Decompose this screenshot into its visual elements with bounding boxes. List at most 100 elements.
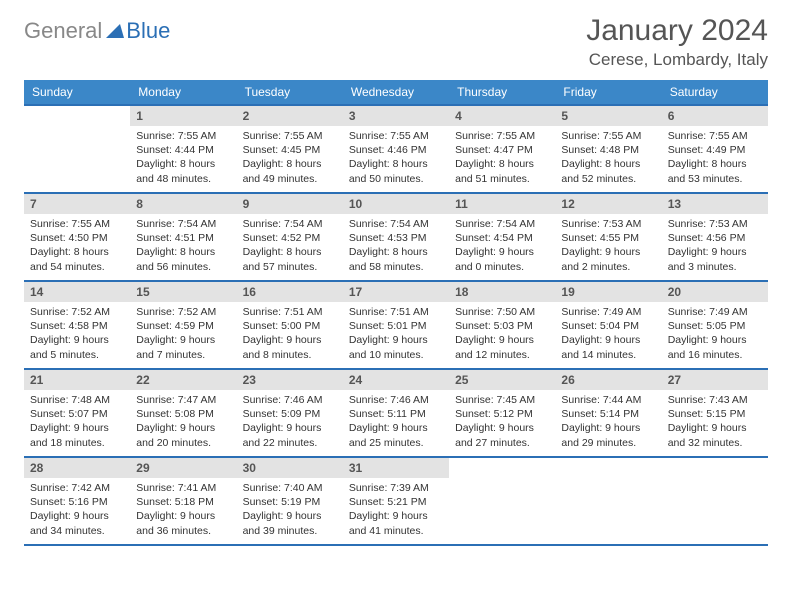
calendar-cell: 22Sunrise: 7:47 AM Sunset: 5:08 PM Dayli… [130,369,236,457]
weekday-header: Sunday [24,80,130,105]
calendar-row: ..1Sunrise: 7:55 AM Sunset: 4:44 PM Dayl… [24,105,768,193]
title-block: January 2024 Cerese, Lombardy, Italy [586,14,768,70]
day-number: 17 [343,282,449,302]
weekday-header: Friday [555,80,661,105]
day-data: Sunrise: 7:55 AM Sunset: 4:49 PM Dayligh… [662,126,768,190]
calendar-cell: 16Sunrise: 7:51 AM Sunset: 5:00 PM Dayli… [237,281,343,369]
day-number: 30 [237,458,343,478]
calendar-cell: 14Sunrise: 7:52 AM Sunset: 4:58 PM Dayli… [24,281,130,369]
weekday-header: Monday [130,80,236,105]
calendar-cell: 19Sunrise: 7:49 AM Sunset: 5:04 PM Dayli… [555,281,661,369]
day-data: Sunrise: 7:44 AM Sunset: 5:14 PM Dayligh… [555,390,661,454]
day-data: Sunrise: 7:40 AM Sunset: 5:19 PM Dayligh… [237,478,343,542]
calendar-cell: 20Sunrise: 7:49 AM Sunset: 5:05 PM Dayli… [662,281,768,369]
day-data: Sunrise: 7:46 AM Sunset: 5:09 PM Dayligh… [237,390,343,454]
calendar-cell: 6Sunrise: 7:55 AM Sunset: 4:49 PM Daylig… [662,105,768,193]
day-data: Sunrise: 7:54 AM Sunset: 4:53 PM Dayligh… [343,214,449,278]
location: Cerese, Lombardy, Italy [586,50,768,70]
day-data: Sunrise: 7:51 AM Sunset: 5:00 PM Dayligh… [237,302,343,366]
calendar-cell: 13Sunrise: 7:53 AM Sunset: 4:56 PM Dayli… [662,193,768,281]
day-data: Sunrise: 7:55 AM Sunset: 4:48 PM Dayligh… [555,126,661,190]
day-data: Sunrise: 7:55 AM Sunset: 4:46 PM Dayligh… [343,126,449,190]
weekday-header: Wednesday [343,80,449,105]
day-data: Sunrise: 7:50 AM Sunset: 5:03 PM Dayligh… [449,302,555,366]
calendar-cell: 30Sunrise: 7:40 AM Sunset: 5:19 PM Dayli… [237,457,343,545]
day-data: Sunrise: 7:54 AM Sunset: 4:52 PM Dayligh… [237,214,343,278]
day-data: Sunrise: 7:54 AM Sunset: 4:51 PM Dayligh… [130,214,236,278]
calendar-cell: .. [555,457,661,545]
calendar-cell: 12Sunrise: 7:53 AM Sunset: 4:55 PM Dayli… [555,193,661,281]
calendar-cell: 24Sunrise: 7:46 AM Sunset: 5:11 PM Dayli… [343,369,449,457]
day-number: 1 [130,106,236,126]
day-data: Sunrise: 7:46 AM Sunset: 5:11 PM Dayligh… [343,390,449,454]
logo-text-blue: Blue [126,18,170,44]
day-data: Sunrise: 7:45 AM Sunset: 5:12 PM Dayligh… [449,390,555,454]
day-data: Sunrise: 7:52 AM Sunset: 4:59 PM Dayligh… [130,302,236,366]
calendar-cell: 27Sunrise: 7:43 AM Sunset: 5:15 PM Dayli… [662,369,768,457]
day-data: Sunrise: 7:55 AM Sunset: 4:44 PM Dayligh… [130,126,236,190]
calendar-cell: 8Sunrise: 7:54 AM Sunset: 4:51 PM Daylig… [130,193,236,281]
calendar-cell: 26Sunrise: 7:44 AM Sunset: 5:14 PM Dayli… [555,369,661,457]
day-number: 28 [24,458,130,478]
day-number: 9 [237,194,343,214]
calendar-cell: 15Sunrise: 7:52 AM Sunset: 4:59 PM Dayli… [130,281,236,369]
weekday-header: Tuesday [237,80,343,105]
calendar-cell: 31Sunrise: 7:39 AM Sunset: 5:21 PM Dayli… [343,457,449,545]
day-number: 6 [662,106,768,126]
calendar-row: 28Sunrise: 7:42 AM Sunset: 5:16 PM Dayli… [24,457,768,545]
triangle-icon [106,24,124,38]
day-data: Sunrise: 7:42 AM Sunset: 5:16 PM Dayligh… [24,478,130,542]
calendar-cell: 1Sunrise: 7:55 AM Sunset: 4:44 PM Daylig… [130,105,236,193]
day-number: 26 [555,370,661,390]
day-number: 16 [237,282,343,302]
calendar-body: ..1Sunrise: 7:55 AM Sunset: 4:44 PM Dayl… [24,105,768,545]
day-number: 22 [130,370,236,390]
calendar-cell: 5Sunrise: 7:55 AM Sunset: 4:48 PM Daylig… [555,105,661,193]
calendar-cell: 2Sunrise: 7:55 AM Sunset: 4:45 PM Daylig… [237,105,343,193]
day-number: 24 [343,370,449,390]
calendar-row: 7Sunrise: 7:55 AM Sunset: 4:50 PM Daylig… [24,193,768,281]
day-data: Sunrise: 7:41 AM Sunset: 5:18 PM Dayligh… [130,478,236,542]
calendar-table: Sunday Monday Tuesday Wednesday Thursday… [24,80,768,546]
calendar-cell: 9Sunrise: 7:54 AM Sunset: 4:52 PM Daylig… [237,193,343,281]
day-number: 31 [343,458,449,478]
calendar-cell: .. [24,105,130,193]
day-number: 21 [24,370,130,390]
calendar-cell: 25Sunrise: 7:45 AM Sunset: 5:12 PM Dayli… [449,369,555,457]
month-title: January 2024 [586,14,768,48]
day-data: Sunrise: 7:54 AM Sunset: 4:54 PM Dayligh… [449,214,555,278]
calendar-cell: 17Sunrise: 7:51 AM Sunset: 5:01 PM Dayli… [343,281,449,369]
calendar-cell: 21Sunrise: 7:48 AM Sunset: 5:07 PM Dayli… [24,369,130,457]
calendar-cell: .. [449,457,555,545]
calendar-cell: 28Sunrise: 7:42 AM Sunset: 5:16 PM Dayli… [24,457,130,545]
day-number: 20 [662,282,768,302]
day-data: Sunrise: 7:39 AM Sunset: 5:21 PM Dayligh… [343,478,449,542]
calendar-cell: 29Sunrise: 7:41 AM Sunset: 5:18 PM Dayli… [130,457,236,545]
day-number: 29 [130,458,236,478]
calendar-cell: 18Sunrise: 7:50 AM Sunset: 5:03 PM Dayli… [449,281,555,369]
day-number: 15 [130,282,236,302]
day-data: Sunrise: 7:51 AM Sunset: 5:01 PM Dayligh… [343,302,449,366]
day-number: 27 [662,370,768,390]
weekday-header: Saturday [662,80,768,105]
day-data: Sunrise: 7:52 AM Sunset: 4:58 PM Dayligh… [24,302,130,366]
day-data: Sunrise: 7:55 AM Sunset: 4:47 PM Dayligh… [449,126,555,190]
day-data: Sunrise: 7:55 AM Sunset: 4:50 PM Dayligh… [24,214,130,278]
day-data: Sunrise: 7:49 AM Sunset: 5:05 PM Dayligh… [662,302,768,366]
day-number: 11 [449,194,555,214]
day-data: Sunrise: 7:47 AM Sunset: 5:08 PM Dayligh… [130,390,236,454]
day-number: 3 [343,106,449,126]
day-number: 7 [24,194,130,214]
day-number: 2 [237,106,343,126]
weekday-header: Thursday [449,80,555,105]
day-number: 25 [449,370,555,390]
weekday-header-row: Sunday Monday Tuesday Wednesday Thursday… [24,80,768,105]
day-number: 13 [662,194,768,214]
logo-text-general: General [24,18,102,44]
day-data: Sunrise: 7:55 AM Sunset: 4:45 PM Dayligh… [237,126,343,190]
logo: General Blue [24,14,170,44]
day-data: Sunrise: 7:49 AM Sunset: 5:04 PM Dayligh… [555,302,661,366]
day-number: 4 [449,106,555,126]
day-number: 14 [24,282,130,302]
day-number: 10 [343,194,449,214]
